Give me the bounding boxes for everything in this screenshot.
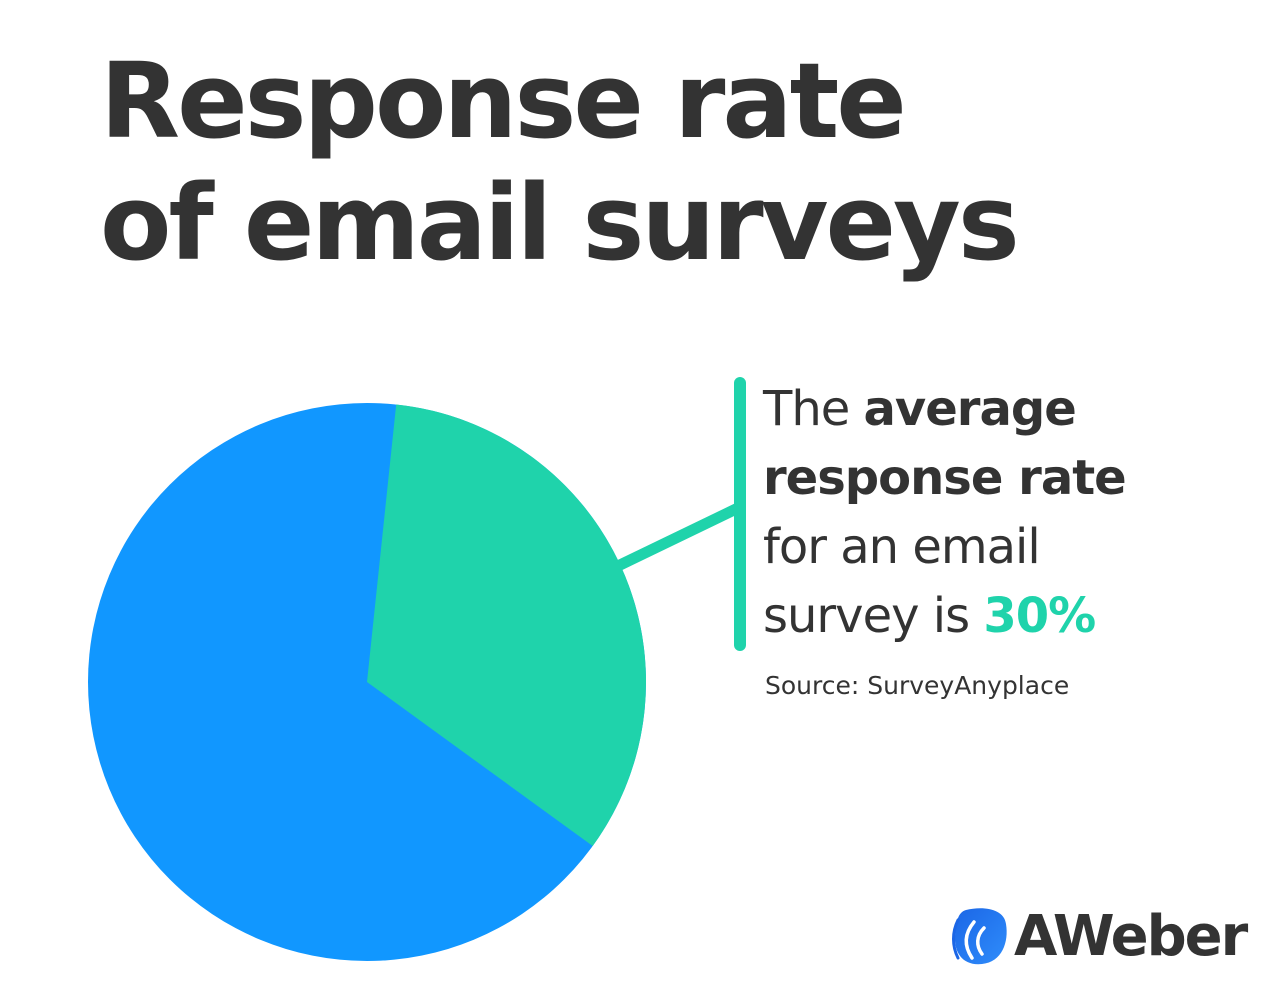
callout-bar [734,377,746,651]
callout-bold-text: average [863,381,1077,437]
chart-title: Response rate of email surveys [100,40,1020,284]
source-note: Source: SurveyAnyplace [765,671,1070,700]
title-line-1: Response rate [100,40,907,162]
callout-line-4: survey is 30% [763,582,1126,651]
callout-text: The [763,381,864,437]
brand-logo: AWeber [952,902,1248,970]
brand-name: AWeber [1014,903,1248,969]
aweber-wave-logo-icon [952,908,1007,965]
callout-line-2: response rate [763,450,1127,506]
pie-slice-response [367,404,647,846]
callout-text: survey is [763,588,984,644]
callout-connector-line [617,503,741,570]
callout-annotation: The average response rate for an email s… [763,375,1127,651]
callout-line-1: The average [763,375,1126,444]
title-line-2: of email surveys [100,162,1020,284]
callout-line-3: for an email [763,519,1041,575]
callout-highlight-value: 30% [983,588,1096,644]
